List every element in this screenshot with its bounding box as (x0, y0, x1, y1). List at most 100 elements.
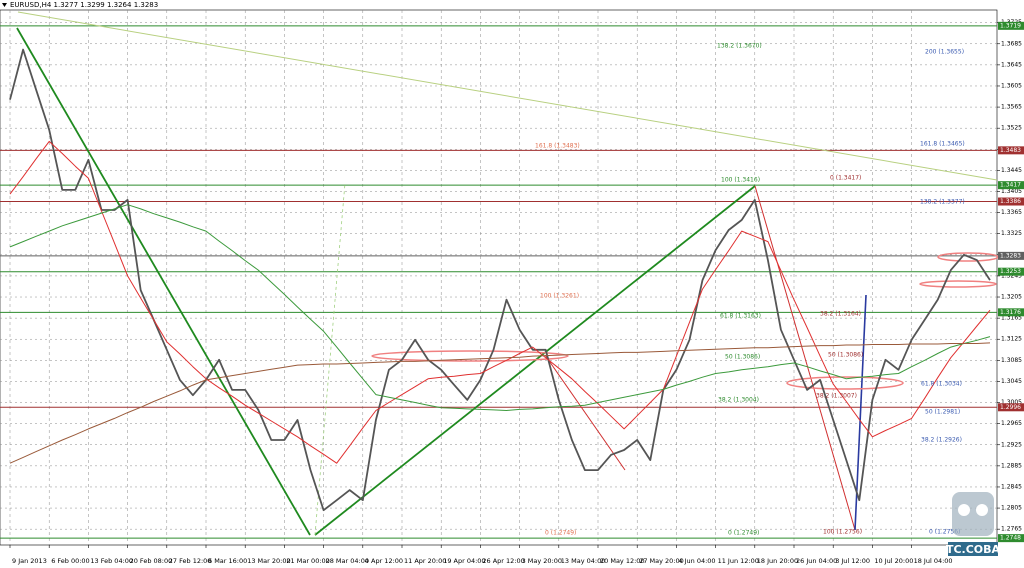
fib-label: 0 (1.2749) (728, 530, 759, 537)
grid (0, 10, 997, 545)
fib-label: 38.2 (1.3007) (816, 393, 857, 400)
x-tick-label: 11 Jun 12:00 (718, 557, 759, 565)
fib-label: 61.8 (1.3163) (720, 313, 761, 320)
axes: 1.2765 1.2805 1.2845 1.2885 1.2925 1.2965 1.30… (9, 19, 1024, 565)
level-label-box (998, 308, 1024, 317)
watermark: TC.COBA (946, 543, 1001, 556)
chart-title: EURUSD,H4 1.3277 1.3299 1.3264 1.3283 (10, 1, 158, 9)
y-tick-label: 1.3325 (1001, 230, 1022, 237)
trend-line (17, 11, 998, 181)
trend-line (16, 27, 311, 536)
y-tick-label: 1.3245 (1001, 272, 1022, 279)
series (9, 48, 991, 512)
y-tick-label: 1.2925 (1001, 441, 1022, 448)
level-label: 1.2996 (1000, 404, 1021, 411)
level-label-box (998, 403, 1024, 412)
level-label: 1.3176 (1000, 309, 1021, 316)
x-tick-label: 27 May 20:00 (639, 557, 684, 565)
y-tick-label: 1.3205 (1001, 294, 1022, 301)
y-tick-label: 1.3045 (1001, 378, 1022, 385)
y-tick-label: 1.2965 (1001, 420, 1022, 427)
y-tick-label: 1.3085 (1001, 357, 1022, 364)
y-tick-label: 1.3165 (1001, 315, 1022, 322)
fib-label: 0 (1.2749) (545, 530, 576, 537)
x-tick-label: 26 Jun 04:00 (796, 557, 837, 565)
x-tick-label: 6 Feb 00:00 (51, 557, 90, 565)
annotations: 138.2 (1.3670) 200 (1.3655) 161.8 (1.3483)… (535, 43, 965, 537)
y-tick-label: 1.2845 (1001, 483, 1022, 490)
y-tick-label: 1.3405 (1001, 188, 1022, 195)
x-tick-label: 3 Jul 12:00 (835, 557, 870, 565)
fib-label: 100 (1.3416) (721, 177, 760, 184)
fib-label: 100 (1.3261) (540, 293, 579, 300)
level-label: 1.3283 (1000, 252, 1021, 259)
x-tick-label: 9 Jan 2013 (12, 557, 47, 565)
level-label-box (998, 267, 1024, 276)
level-label: 1.2748 (1000, 535, 1021, 542)
level-label: 1.3719 (1000, 22, 1021, 29)
trend-line (544, 354, 626, 471)
x-tick-label: 13 Feb 04:00 (90, 557, 133, 565)
x-tick-label: 20 Feb 08:00 (130, 557, 173, 565)
fib-label: 38.2 (1.3164) (820, 311, 861, 318)
x-tick-label: 28 Mar 04:00 (326, 557, 369, 565)
level-label: 1.3386 (1000, 198, 1021, 205)
level-label-box (998, 146, 1024, 155)
owl-eye (958, 504, 970, 516)
owl-eye (976, 504, 988, 516)
y-tick-label: 1.3445 (1001, 167, 1022, 174)
x-tick-label: 4 Jun 04:00 (678, 557, 715, 565)
y-tick-label: 1.3565 (1001, 104, 1022, 111)
plot-area (0, 9, 998, 546)
x-tick-label: 3 May 20:00 (522, 557, 562, 565)
fib-label: 50 (1.3086) (828, 352, 863, 359)
ellipse (786, 376, 904, 390)
x-tick-label: 11 Apr 20:00 (404, 557, 446, 565)
level-label: 1.3417 (1000, 182, 1021, 189)
levels (0, 25, 997, 539)
fib-label: 38.2 (1.2926) (921, 437, 962, 444)
watermark-bg (948, 542, 998, 556)
x-tick-label: 13 Mar 20:00 (247, 557, 290, 565)
y-tick-label: 1.3525 (1001, 125, 1022, 132)
fib-line (314, 182, 346, 536)
y-tick-label: 1.3645 (1001, 61, 1022, 68)
x-tick-label: 18 Jun 20:00 (757, 557, 798, 565)
x-tick-label: 4 Apr 12:00 (365, 557, 403, 565)
level-label: 1.3253 (1000, 268, 1021, 275)
watermark-logo: TC.COBA (946, 492, 1001, 556)
level-label-box (998, 181, 1024, 190)
x-tick-label: 13 May 04:00 (561, 557, 606, 565)
level-label-box (998, 197, 1024, 206)
trend-line (754, 185, 856, 531)
y-tick-label: 1.2765 (1001, 526, 1022, 533)
series-line (9, 140, 991, 464)
x-tick-label: 20 May 12:00 (600, 557, 645, 565)
level-label-box (998, 21, 1024, 30)
x-tick-label: 19 Apr 04:00 (443, 557, 485, 565)
fib-label: 138.2 (1.3377) (920, 199, 965, 206)
series-line (9, 48, 991, 512)
series-line (9, 204, 991, 411)
fib-label: 0 (1.3417) (830, 175, 861, 182)
fib-label: 50 (1.2981) (925, 409, 960, 416)
y-tick-label: 1.3605 (1001, 82, 1022, 89)
fib-label: 161.8 (1.3465) (920, 141, 965, 148)
y-tick-label: 1.3365 (1001, 209, 1022, 216)
ellipse (919, 280, 997, 288)
series-line (9, 342, 991, 464)
x-tick-label: 10 Jul 20:00 (874, 557, 913, 565)
trend-line (314, 185, 756, 536)
y-tick-label: 1.2805 (1001, 505, 1022, 512)
y-tick-label: 1.2885 (1001, 462, 1022, 469)
fib-label: 100 (1.2756) (823, 529, 862, 536)
level-label-box (998, 251, 1024, 260)
x-tick-label: 6 Mar 16:00 (208, 557, 247, 565)
fib-label: 38.2 (1.3004) (718, 397, 759, 404)
fib-label: 161.8 (1.3483) (535, 143, 580, 150)
fib-label: 0 (1.2756) (929, 529, 960, 536)
level-label-box (998, 534, 1024, 543)
level-label: 1.3483 (1000, 147, 1021, 154)
fib-label: 200 (1.3655) (925, 49, 964, 56)
